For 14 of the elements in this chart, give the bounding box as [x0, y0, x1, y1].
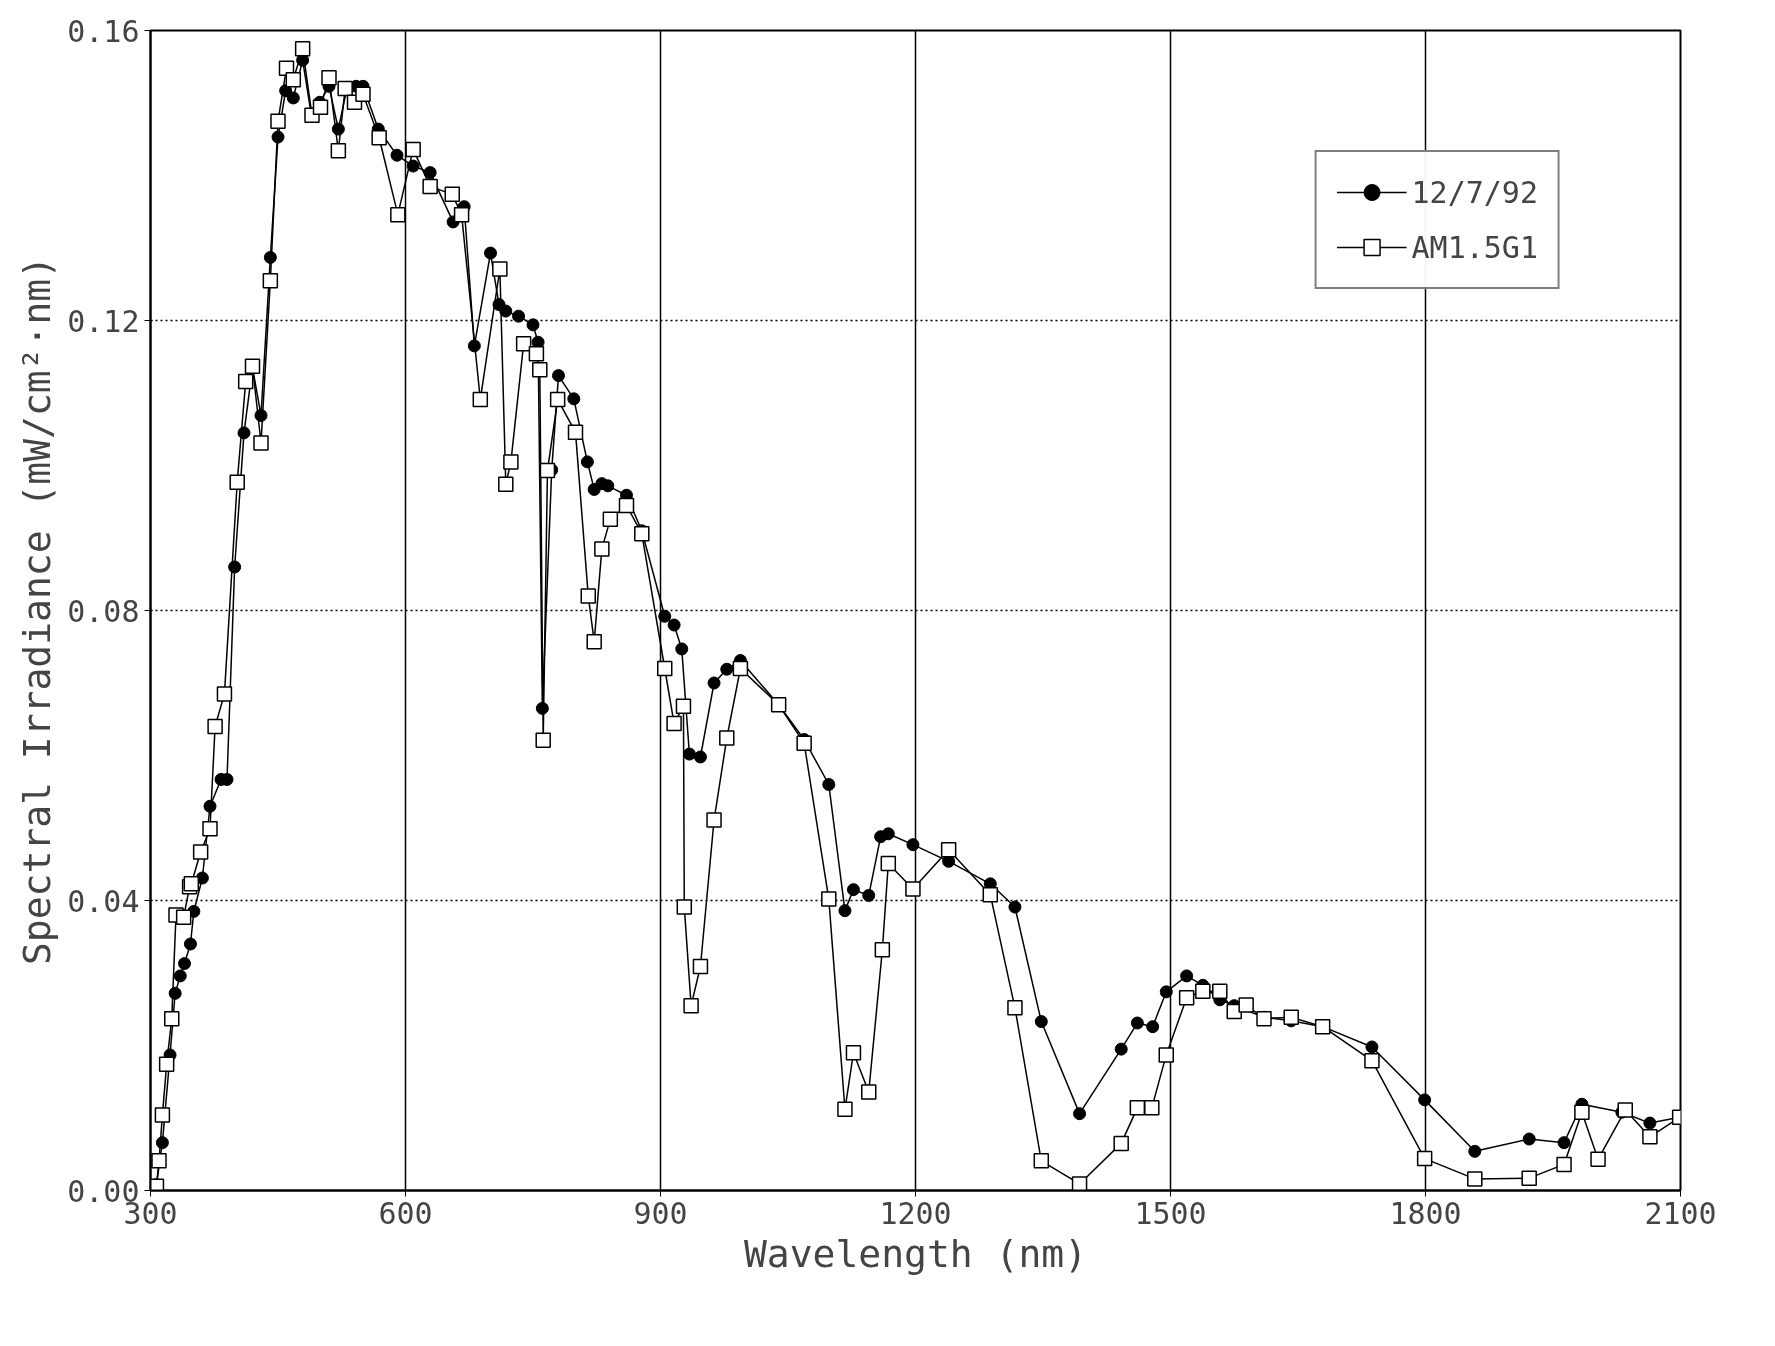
y-tick-label: 0.04 — [67, 883, 140, 919]
x-tick-label: 2100 — [1644, 1195, 1717, 1231]
y-tick-label: 0.12 — [67, 303, 140, 339]
y-tick-label: 0.08 — [67, 593, 140, 629]
x-axis-title: Wavelength (nm) — [743, 1231, 1088, 1276]
legend-label: 12/7/92 — [1411, 174, 1538, 210]
legend-label: AM1.5G1 — [1411, 229, 1538, 265]
x-tick-label: 1200 — [879, 1195, 952, 1231]
x-tick-label: 900 — [633, 1195, 688, 1231]
x-tick-label: 600 — [378, 1195, 433, 1231]
y-tick-label: 0.16 — [67, 13, 140, 49]
x-tick-label: 1500 — [1134, 1195, 1207, 1231]
x-tick-label: 1800 — [1389, 1195, 1462, 1231]
y-axis-title: Spectral Irradiance (mW/cm²·nm) — [15, 255, 60, 966]
